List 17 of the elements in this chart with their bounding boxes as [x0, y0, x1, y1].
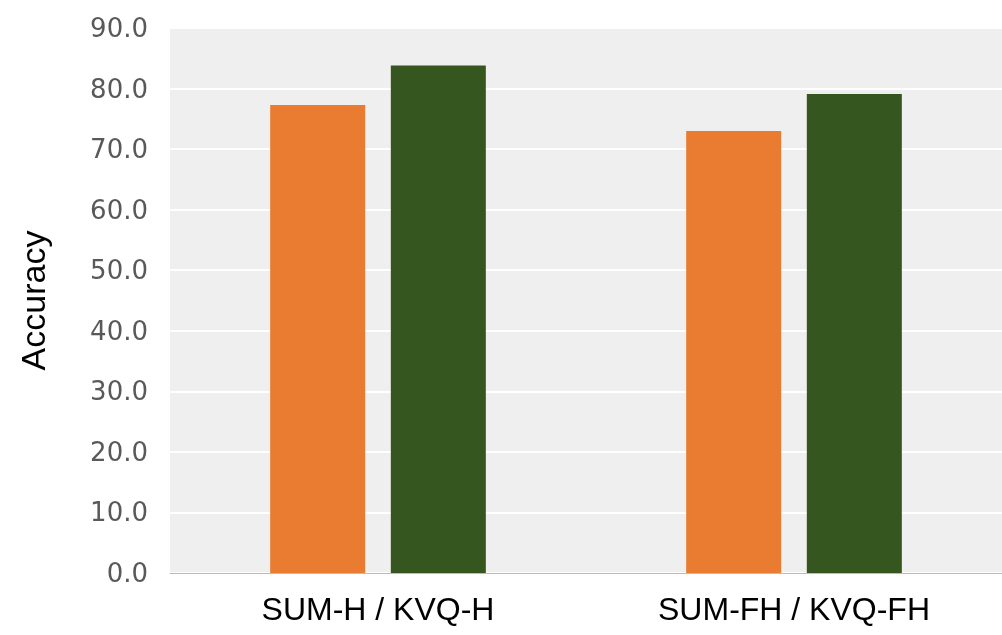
- bar: [686, 130, 782, 573]
- y-tick-label: 50.0: [90, 255, 148, 286]
- x-tick-label: SUM-H / KVQ-H: [261, 591, 495, 627]
- bar: [806, 94, 902, 573]
- y-tick-label: 90.0: [90, 13, 148, 43]
- bar: [390, 65, 486, 573]
- x-tick-label: SUM-FH / KVQ-FH: [658, 591, 930, 627]
- y-tick-label: 70.0: [90, 134, 148, 165]
- y-tick-label: 0.0: [106, 558, 148, 588]
- y-tick-label: 80.0: [90, 73, 148, 104]
- y-axis-title: Accuracy: [14, 230, 52, 371]
- y-tick-label: 10.0: [90, 497, 148, 528]
- y-tick-label: 60.0: [90, 194, 148, 225]
- y-tick-label: 40.0: [90, 315, 148, 346]
- y-tick-label: 30.0: [90, 376, 148, 407]
- bar: [270, 104, 366, 573]
- y-tick-label: 20.0: [90, 436, 148, 467]
